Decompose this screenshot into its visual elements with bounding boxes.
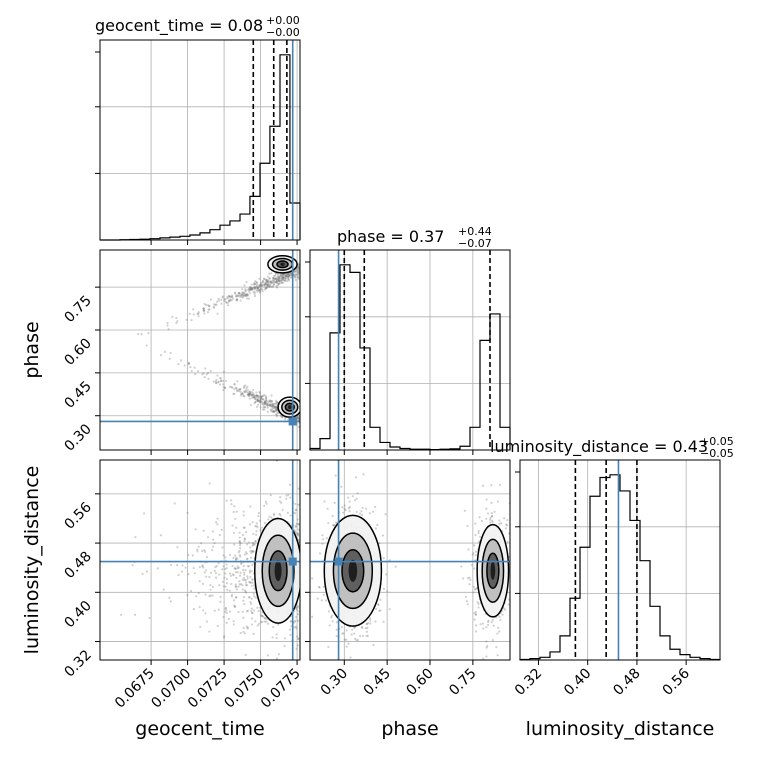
tick-label-x: 0.30 <box>318 666 351 699</box>
tick-label-y: 0.40 <box>61 598 94 631</box>
panel-distance-vs-phase: 0.30 0.45 0.60 0.75 <box>305 459 511 699</box>
tick-label-x: 0.75 <box>446 666 479 699</box>
tick-label-y: 0.75 <box>61 293 94 326</box>
tick-label-x: 0.40 <box>561 666 594 699</box>
panel-phase-vs-geocent-time: 0.30 0.45 0.60 0.75 <box>61 249 301 455</box>
xlabel-phase: phase <box>381 718 438 740</box>
tick-label-x: 0.45 <box>361 666 394 699</box>
svg-text:+0.05: +0.05 <box>700 435 734 448</box>
svg-text:+0.44: +0.44 <box>458 225 492 238</box>
contour-core <box>274 560 282 582</box>
contour-core <box>490 561 496 580</box>
panel-frame <box>99 249 301 451</box>
tick-label-y: 0.32 <box>61 647 94 680</box>
tick-label-x: 0.48 <box>610 666 643 699</box>
tick-label-y: 0.48 <box>61 549 94 582</box>
panel-frame <box>99 39 301 241</box>
tick-label-y: 0.45 <box>61 378 94 411</box>
panel-frame <box>309 249 511 451</box>
svg-text:+0.00: +0.00 <box>266 14 300 27</box>
svg-text:geocent_time = 0.08: geocent_time = 0.08 <box>95 16 263 36</box>
hist-panel-phase <box>305 249 511 455</box>
panel-frame <box>519 459 721 661</box>
tick-label-x: 0.60 <box>403 666 436 699</box>
hist-panel-geocent-time <box>95 39 301 245</box>
truth-marker <box>288 417 297 426</box>
svg-text:luminosity_distance = 0.43: luminosity_distance = 0.43 <box>490 437 708 457</box>
panel-frame <box>99 459 301 661</box>
hist-panel-luminosity-distance: 0.32 0.40 0.48 0.56 <box>512 459 721 699</box>
tick-label-x: 0.0725 <box>185 666 231 712</box>
title-phase: phase = 0.37 +0.44 −0.07 <box>337 225 492 250</box>
ylabel-luminosity-distance: luminosity_distance <box>21 466 43 655</box>
xlabel-luminosity-distance: luminosity_distance <box>526 718 715 740</box>
hist-line <box>100 54 301 241</box>
title-geocent-time: geocent_time = 0.08 +0.00 −0.00 <box>95 14 300 39</box>
hist-line <box>519 474 721 661</box>
xlabel-geocent-time: geocent_time <box>135 718 264 740</box>
tick-label-x: 0.0750 <box>221 666 267 712</box>
panel-frame <box>309 459 511 661</box>
tick-label-y: 0.56 <box>61 499 94 532</box>
title-luminosity-distance: luminosity_distance = 0.43 +0.05 −0.05 <box>490 435 734 460</box>
svg-text:−0.07: −0.07 <box>458 237 492 250</box>
tick-label-x: 0.0675 <box>112 666 158 712</box>
ylabel-phase: phase <box>21 321 43 378</box>
panels: 0.32 0.40 0.48 0.560.300.450.600.750.06750.… <box>61 39 721 712</box>
contour-core <box>288 405 292 410</box>
tick-label-x: 0.0775 <box>258 666 304 712</box>
scatter-points <box>137 254 300 428</box>
tick-label-y: 0.60 <box>61 336 94 369</box>
contour-core <box>280 262 285 266</box>
hist-line <box>309 264 511 451</box>
svg-text:−0.05: −0.05 <box>700 447 734 460</box>
truth-marker <box>288 557 297 566</box>
tick-label-x: 0.0700 <box>148 666 194 712</box>
tick-label-x: 0.56 <box>660 665 693 698</box>
truth-marker <box>334 557 343 566</box>
contour-core <box>348 559 358 582</box>
tick-label-y: 0.30 <box>61 421 94 454</box>
scatter-points <box>119 460 300 660</box>
svg-text:phase = 0.37: phase = 0.37 <box>337 227 444 246</box>
tick-label-x: 0.32 <box>512 666 545 699</box>
svg-text:−0.00: −0.00 <box>266 26 300 39</box>
